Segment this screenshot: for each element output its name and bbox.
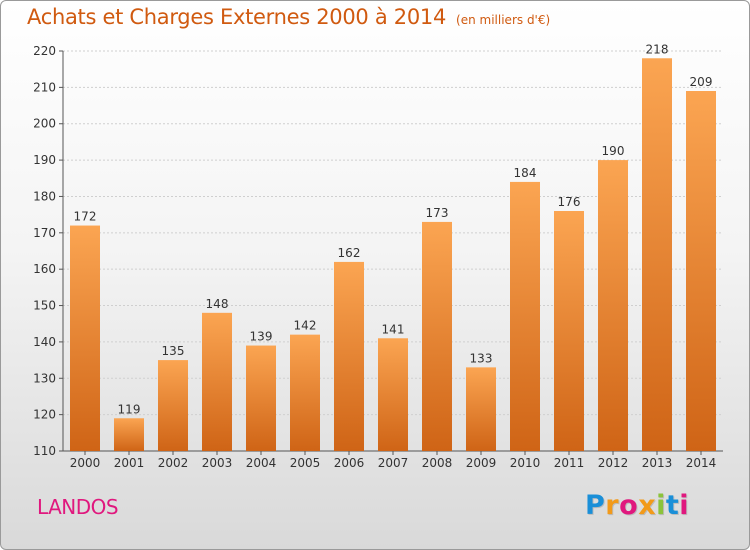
data-label-2003: 148 — [206, 297, 229, 311]
bar-2011 — [554, 211, 584, 451]
bar-2009 — [466, 367, 496, 451]
logo-letter: o — [619, 490, 639, 521]
bar-2014 — [686, 91, 716, 451]
data-label-2002: 135 — [162, 344, 185, 358]
chart-unit-label: (en milliers d'€) — [456, 13, 551, 27]
y-tick-label: 180 — [33, 189, 56, 203]
bar-2001 — [114, 418, 144, 451]
chart-title-text: Achats et Charges Externes 2000 à 2014 — [27, 5, 447, 29]
x-tick-label-2001: 2001 — [114, 456, 145, 470]
logo-letter: x — [638, 490, 657, 521]
x-tick-label-2006: 2006 — [334, 456, 365, 470]
data-label-2011: 176 — [558, 195, 581, 209]
logo-letter: P — [585, 490, 606, 521]
x-tick-label-2008: 2008 — [422, 456, 453, 470]
x-tick-label-2010: 2010 — [510, 456, 541, 470]
bar-2000 — [70, 225, 100, 451]
data-label-2010: 184 — [514, 166, 537, 180]
x-tick-label-2009: 2009 — [466, 456, 497, 470]
bar-2006 — [334, 261, 364, 451]
data-label-2013: 218 — [646, 42, 669, 56]
proxiti-logo[interactable]: Proxiti — [585, 490, 689, 521]
chart-title: Achats et Charges Externes 2000 à 2014 (e… — [27, 5, 550, 29]
bar-2004 — [246, 345, 276, 451]
bar-2012 — [598, 160, 628, 451]
x-tick-label-2011: 2011 — [554, 456, 585, 470]
logo-letter: r — [605, 490, 620, 521]
y-tick-label: 170 — [33, 226, 56, 240]
logo-letter: i — [679, 490, 690, 521]
y-tick-label: 140 — [33, 335, 56, 349]
bar-2007 — [378, 338, 408, 451]
bar-2005 — [290, 334, 320, 451]
labels: 110 120 130 140 150 160 170 180 190 200 210 220 172 2… — [33, 42, 716, 470]
y-tick-label: 150 — [33, 299, 56, 313]
data-label-2012: 190 — [602, 144, 625, 158]
logo-letter: t — [665, 490, 680, 521]
x-tick-label-2012: 2012 — [598, 456, 629, 470]
x-tick-label-2003: 2003 — [202, 456, 233, 470]
data-label-2006: 162 — [338, 246, 361, 260]
data-label-2008: 173 — [426, 206, 449, 220]
bar-2008 — [422, 221, 452, 451]
data-label-2007: 141 — [382, 322, 405, 336]
bar-2010 — [510, 181, 540, 451]
data-label-2014: 209 — [690, 75, 713, 89]
bar-2002 — [158, 360, 188, 451]
x-tick-label-2002: 2002 — [158, 456, 189, 470]
y-tick-label: 160 — [33, 262, 56, 276]
data-label-2000: 172 — [74, 210, 97, 224]
bar-2013 — [642, 58, 672, 451]
location-label: LANDOS — [37, 495, 119, 519]
data-label-2005: 142 — [294, 319, 317, 333]
y-tick-label: 190 — [33, 153, 56, 167]
x-tick-label-2005: 2005 — [290, 456, 321, 470]
y-tick-label: 110 — [33, 444, 56, 458]
y-tick-label: 200 — [33, 117, 56, 131]
logo-letter: i — [656, 490, 666, 521]
bars — [70, 58, 716, 451]
x-tick-label-2000: 2000 — [70, 456, 101, 470]
x-tick-label-2004: 2004 — [246, 456, 277, 470]
y-tick-label: 130 — [33, 371, 56, 385]
y-tick-label: 220 — [33, 44, 56, 58]
y-tick-label: 210 — [33, 80, 56, 94]
y-tick-label: 120 — [33, 408, 56, 422]
x-tick-label-2013: 2013 — [642, 456, 673, 470]
bar-2003 — [202, 312, 232, 451]
x-tick-label-2007: 2007 — [378, 456, 409, 470]
data-label-2009: 133 — [470, 351, 493, 365]
x-tick-label-2014: 2014 — [686, 456, 717, 470]
data-label-2001: 119 — [118, 402, 141, 416]
data-label-2004: 139 — [250, 330, 273, 344]
